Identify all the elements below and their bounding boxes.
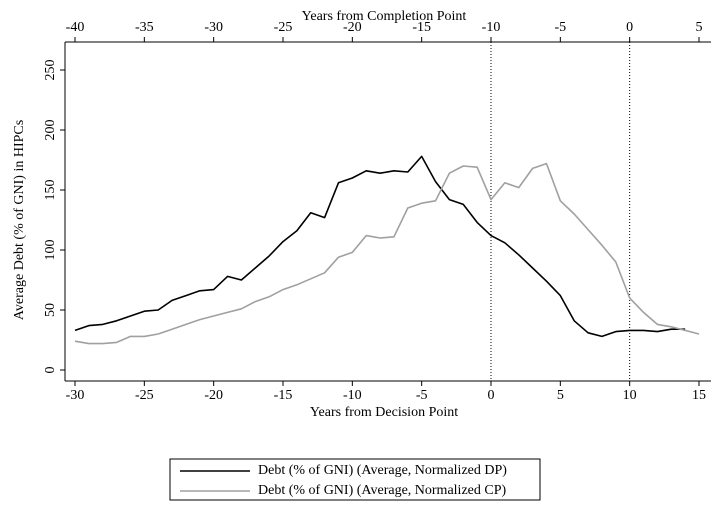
- x-axis-title: Years from Decision Point: [310, 405, 458, 420]
- x2-tick-label: -30: [204, 20, 223, 35]
- y-axis-title: Average Debt (% of GNI) in HIPCs: [12, 120, 27, 320]
- y-tick-label: 50: [43, 303, 58, 317]
- x2-tick-label: -15: [412, 20, 431, 35]
- x2-tick-label: -40: [66, 20, 85, 35]
- x-tick-label: 5: [557, 388, 564, 403]
- x2-tick-label: -5: [554, 20, 566, 35]
- x2-tick-label: -25: [274, 20, 293, 35]
- legend-label: Debt (% of GNI) (Average, Normalized DP): [258, 463, 507, 478]
- x2-tick-label: -35: [135, 20, 154, 35]
- legend-label: Debt (% of GNI) (Average, Normalized CP): [258, 483, 506, 498]
- x-tick-label: -20: [204, 388, 223, 403]
- y-tick-label: 150: [43, 180, 58, 201]
- x-tick-label: 15: [692, 388, 706, 403]
- x-tick-label: 0: [488, 388, 495, 403]
- y-tick-label: 200: [43, 120, 58, 141]
- x2-tick-label: -20: [343, 20, 362, 35]
- x-tick-label: -15: [274, 388, 293, 403]
- x-tick-label: -5: [416, 388, 428, 403]
- legend: [169, 458, 541, 501]
- series-line: [74, 155, 686, 338]
- y-tick-label: 250: [43, 60, 58, 81]
- y-tick-label: 100: [43, 240, 58, 261]
- x2-tick-label: -10: [482, 20, 501, 35]
- x2-tick-label: 0: [626, 20, 633, 35]
- x2-tick-label: 5: [696, 20, 703, 35]
- x-tick-label: -25: [135, 388, 154, 403]
- x2-axis-title: Years from Completion Point: [302, 9, 467, 24]
- x-tick-label: 10: [623, 388, 637, 403]
- x-tick-label: -30: [66, 388, 85, 403]
- y-tick-label: 0: [43, 367, 58, 374]
- series-line: [74, 162, 700, 345]
- x-tick-label: -10: [343, 388, 362, 403]
